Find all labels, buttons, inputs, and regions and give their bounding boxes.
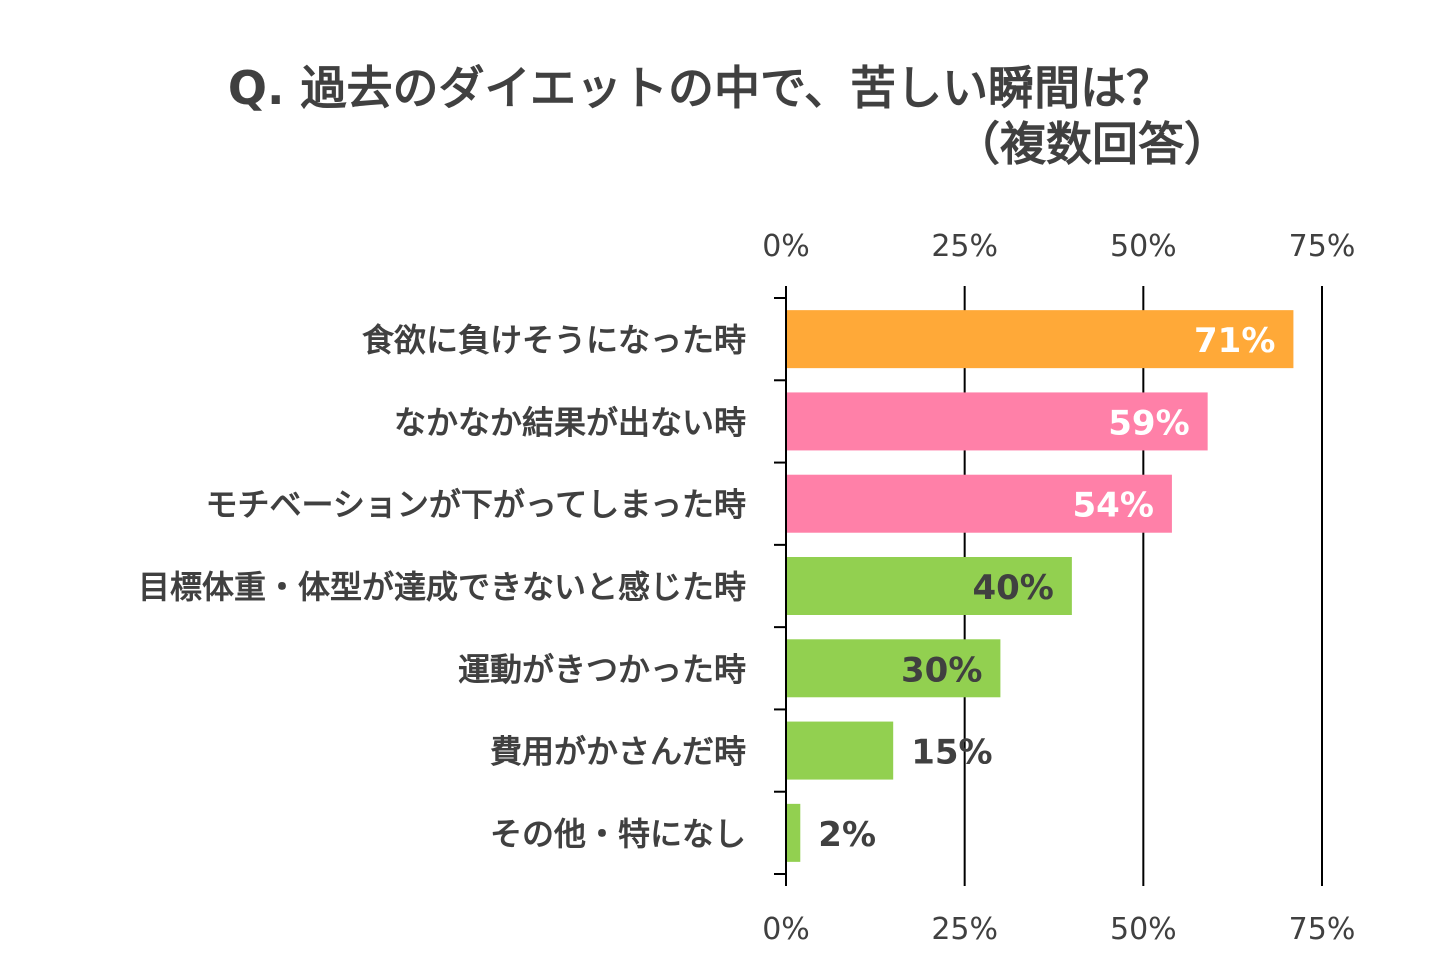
data-label: 30% [901, 650, 982, 690]
bar [786, 721, 894, 780]
category-label: 目標体重・体型が達成できないと感じた時 [138, 568, 746, 606]
category-label: なかなか結果が出ない時 [394, 403, 746, 441]
x-tick-label-top: 50% [1110, 229, 1177, 264]
bars [786, 310, 1294, 862]
x-tick-label-bottom: 0% [762, 912, 810, 947]
x-tick-label-top: 0% [762, 229, 810, 264]
category-label: 運動がきつかった時 [458, 650, 746, 688]
data-label: 71% [1194, 321, 1275, 361]
bar [786, 474, 1172, 533]
category-label: 食欲に負けそうになった時 [362, 321, 746, 359]
axes [774, 297, 787, 875]
bar [786, 392, 1208, 451]
data-label: 2% [818, 815, 876, 855]
chart-title: Q. 過去のダイエットの中で、苦しい瞬間は？ （複数回答） [0, 60, 1400, 172]
bar [786, 310, 1294, 369]
x-tick-label-bottom: 50% [1110, 912, 1177, 947]
data-label: 54% [1073, 486, 1154, 526]
x-tick-label-bottom: 75% [1289, 912, 1356, 947]
category-label: その他・特になし [490, 815, 746, 853]
labels: 0% 0% 25% 25% 50% 50% 75% 75% 食欲に負けそうになった時 71% なかな… [138, 229, 1355, 947]
bar [786, 803, 801, 862]
chart-title-line2: （複数回答） [954, 117, 1230, 171]
bar [786, 557, 1072, 615]
x-tick-label-top: 75% [1289, 229, 1356, 264]
x-tick-label-bottom: 25% [931, 912, 998, 947]
bar [786, 639, 1001, 698]
category-label: モチベーションが下がってしまった時 [206, 486, 746, 524]
category-label: 費用がかさんだ時 [490, 733, 746, 771]
x-tick-label-top: 25% [931, 229, 998, 264]
chart-title-line1: Q. 過去のダイエットの中で、苦しい瞬間は？ [227, 61, 1173, 115]
data-label: 40% [972, 568, 1053, 608]
data-label: 59% [1108, 403, 1189, 443]
data-label: 15% [911, 733, 992, 773]
